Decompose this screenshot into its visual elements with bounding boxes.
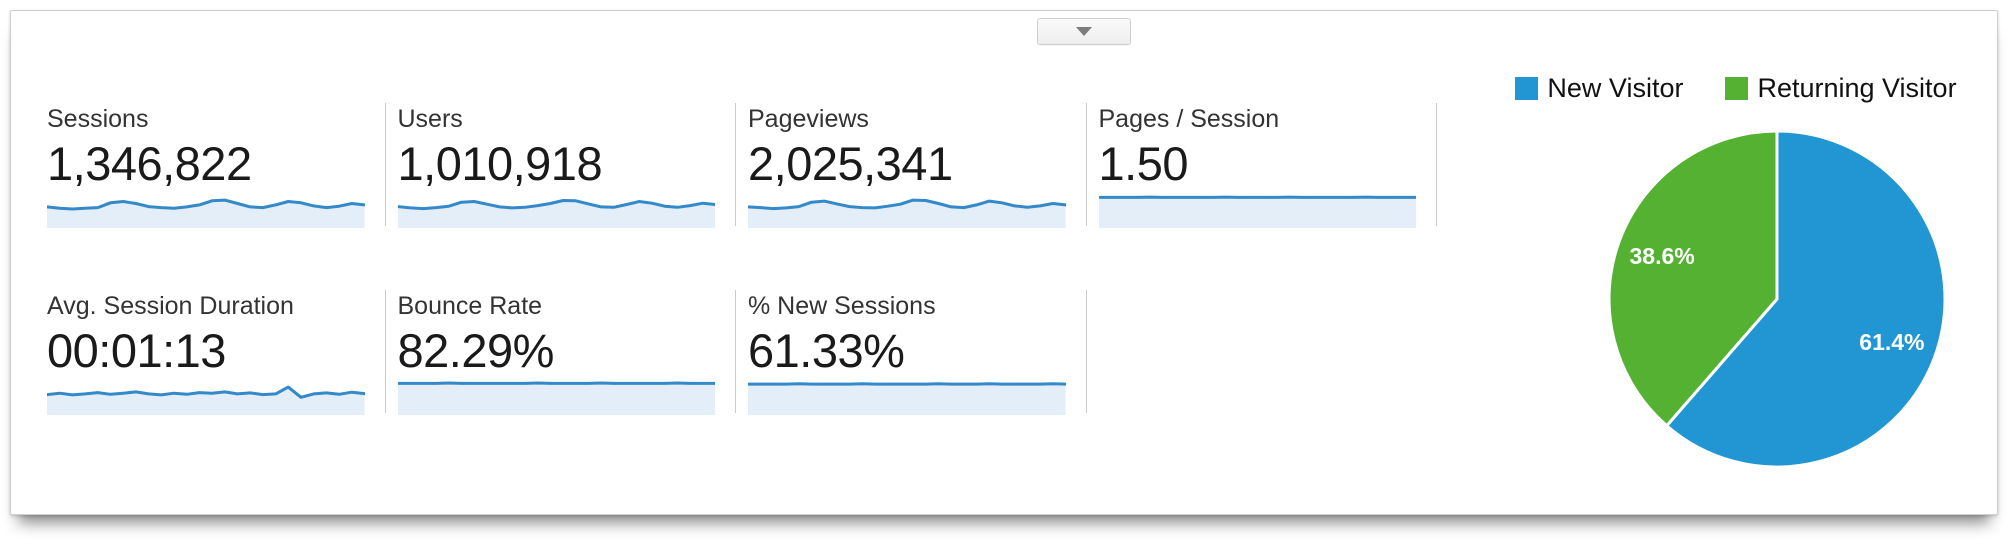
metric-value: 00:01:13	[47, 323, 226, 377]
metric-label: Users	[397, 105, 463, 133]
visitors-chart-area: New Visitor Returning Visitor 61.4% 38.6%	[1486, 41, 1986, 491]
pie-slice-percentage-label: 38.6%	[1629, 243, 1694, 269]
metric-value: 1.50	[1098, 136, 1189, 190]
metric-card-avg-session-duration: Avg. Session Duration 00:01:13	[35, 290, 386, 416]
sparkline-chart-avg-session-duration	[47, 385, 365, 416]
legend-label: Returning Visitor	[1757, 73, 1957, 103]
metric-value: 61.33%	[748, 323, 905, 377]
legend-color-swatch	[1515, 77, 1539, 100]
sparkline-chart-pageviews	[748, 198, 1066, 229]
visitor-type-pie-chart: 61.4% 38.6%	[1597, 119, 1957, 479]
sparkline-chart-percent-new-sessions	[748, 382, 1066, 416]
sparkline-chart-bounce-rate	[397, 381, 715, 416]
metric-value: 1,346,822	[47, 136, 252, 190]
metric-label: Bounce Rate	[397, 292, 543, 320]
pie-slice-percentage-label: 61.4%	[1859, 329, 1924, 355]
metric-value: 2,025,341	[748, 136, 953, 190]
collapse-panel-button[interactable]	[1037, 18, 1131, 45]
sparkline-chart-users	[397, 199, 715, 229]
pie-slice-new-visitor	[1665, 129, 1947, 469]
metric-label: % New Sessions	[748, 292, 936, 320]
metrics-summary: Sessions 1,346,822 Users 1,010,918 Pageviews…	[35, 103, 1438, 416]
metric-card-sessions: Sessions 1,346,822	[35, 103, 386, 229]
metric-label: Avg. Session Duration	[47, 292, 294, 320]
metric-card-percent-new-sessions: % New Sessions 61.33%	[736, 290, 1087, 416]
metric-card-pages-per-session: Pages / Session 1.50	[1087, 103, 1437, 229]
sparkline-chart-pages-per-session	[1098, 195, 1416, 229]
legend-color-swatch	[1725, 77, 1749, 100]
metric-value: 1,010,918	[397, 136, 603, 190]
metric-label: Pageviews	[748, 105, 869, 133]
metric-card-bounce-rate: Bounce Rate 82.29%	[386, 290, 736, 416]
legend-item-returning-visitor: Returning Visitor	[1725, 73, 1957, 104]
overview-panel: Sessions 1,346,822 Users 1,010,918 Pageviews…	[10, 10, 1998, 515]
chart-legend: New Visitor Returning Visitor	[1486, 73, 1986, 104]
metric-card-pageviews: Pageviews 2,025,341	[736, 103, 1087, 229]
metric-card-users: Users 1,010,918	[386, 103, 736, 229]
chevron-down-icon	[1076, 27, 1092, 36]
pie-slice-returning-visitor	[1607, 129, 1779, 428]
legend-label: New Visitor	[1547, 73, 1684, 103]
metric-card-empty	[1087, 290, 1438, 413]
metric-label: Sessions	[47, 105, 149, 133]
metric-value: 82.29%	[397, 323, 555, 377]
legend-item-new-visitor: New Visitor	[1515, 73, 1683, 104]
sparkline-chart-sessions	[47, 198, 365, 229]
metric-label: Pages / Session	[1098, 105, 1280, 133]
